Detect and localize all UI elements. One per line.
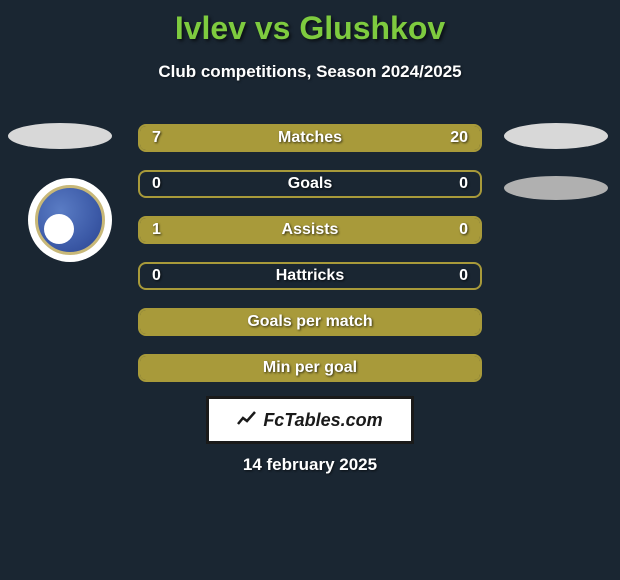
stat-row: Goals per match: [138, 308, 482, 336]
club-logo-ball: [44, 214, 74, 244]
stat-row: Min per goal: [138, 354, 482, 382]
stat-label: Goals per match: [140, 310, 480, 334]
stats-container: 720Matches 00Goals 10Assists 00Hattricks Goa…: [138, 124, 482, 400]
club-logo: [28, 178, 112, 262]
player-right-silhouette: [504, 123, 608, 149]
player-right-silhouette-2: [504, 176, 608, 200]
stat-label: Hattricks: [140, 264, 480, 288]
player-left-silhouette: [8, 123, 112, 149]
stat-label: Min per goal: [140, 356, 480, 380]
fctables-badge[interactable]: FcTables.com: [206, 396, 414, 444]
stat-row: 00Hattricks: [138, 262, 482, 290]
stat-row: 00Goals: [138, 170, 482, 198]
stat-label: Goals: [140, 172, 480, 196]
stat-label: Assists: [140, 218, 480, 242]
badge-text: FcTables.com: [263, 410, 382, 431]
subtitle: Club competitions, Season 2024/2025: [0, 62, 620, 82]
date-label: 14 february 2025: [0, 455, 620, 475]
stat-row: 720Matches: [138, 124, 482, 152]
stat-row: 10Assists: [138, 216, 482, 244]
chart-icon: [237, 410, 257, 431]
club-logo-inner: [35, 185, 105, 255]
page-title: Ivlev vs Glushkov: [0, 0, 620, 47]
stat-label: Matches: [140, 126, 480, 150]
